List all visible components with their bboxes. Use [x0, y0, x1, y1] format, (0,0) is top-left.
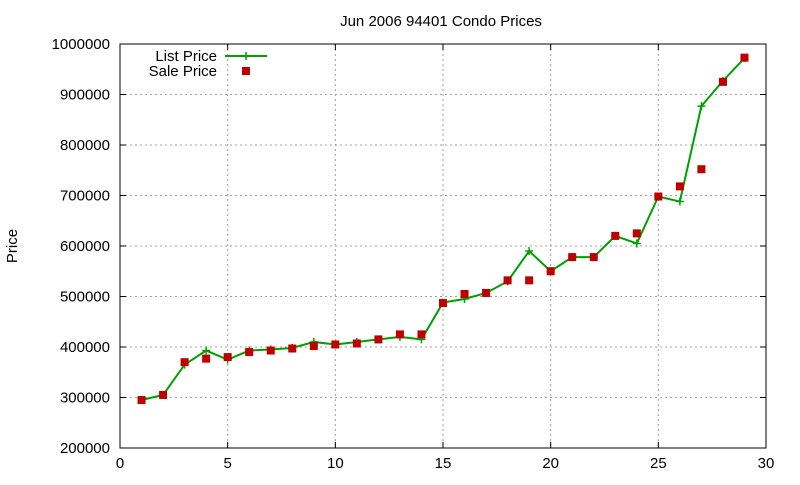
x-tick-label: 0 — [116, 455, 124, 472]
sale-price-point — [460, 289, 469, 298]
list-price-point — [525, 247, 534, 256]
sale-price-point — [159, 390, 168, 399]
y-tick-label: 200000 — [60, 440, 110, 457]
legend-label-sale-price: Sale Price — [149, 63, 217, 80]
x-tick-label: 15 — [435, 455, 452, 472]
sale-price-point — [525, 276, 534, 285]
sale-price-point — [718, 77, 727, 86]
y-tick-label: 300000 — [60, 390, 110, 407]
axis-ticks: 0 5 10 15 20 25 30 200000 300000 400000 500000 6000… — [52, 36, 775, 472]
x-tick-label: 10 — [327, 455, 344, 472]
sale-price-point — [503, 276, 512, 285]
x-tick-label: 25 — [650, 455, 667, 472]
y-tick-label: 600000 — [60, 238, 110, 255]
sale-price-point — [675, 182, 684, 191]
y-tick-label: 700000 — [60, 188, 110, 205]
sale-price-point — [482, 288, 491, 297]
sale-price-point — [589, 253, 598, 262]
y-tick-label: 1000000 — [52, 36, 110, 53]
sale-price-point — [697, 165, 706, 174]
list-price-point — [202, 346, 211, 355]
list-price-point — [697, 102, 706, 111]
x-tick-label: 5 — [223, 455, 231, 472]
x-tick-label: 30 — [758, 455, 775, 472]
sale-price-point — [352, 339, 361, 348]
sale-price-point — [395, 330, 404, 339]
sale-price-point — [288, 344, 297, 353]
sale-price-point — [439, 299, 447, 308]
legend: List Price Sale Price — [149, 48, 267, 80]
sale-price-point — [202, 354, 211, 363]
sale-price-point — [137, 396, 146, 405]
sale-price-point — [632, 229, 641, 238]
sale-price-point — [740, 53, 749, 62]
legend-marker-sale-price — [242, 67, 250, 75]
sale-price-point — [266, 346, 275, 355]
list-price-point — [632, 239, 641, 248]
legend-label-list-price: List Price — [155, 48, 217, 65]
sale-price-point — [568, 253, 577, 262]
series-layer — [137, 53, 749, 405]
sale-price-point — [309, 341, 318, 350]
sale-price-point — [180, 358, 189, 367]
x-tick-label: 20 — [542, 455, 559, 472]
sale-price-point — [611, 231, 620, 240]
y-axis-label: Price — [4, 229, 21, 263]
y-tick-label: 400000 — [60, 339, 110, 356]
sale-price-point — [654, 192, 663, 201]
sale-price-point — [245, 348, 254, 357]
sale-price-point — [417, 330, 426, 339]
sale-price-point — [546, 267, 555, 276]
list-price-point — [675, 197, 684, 206]
y-tick-label: 500000 — [60, 289, 110, 306]
chart-title: Jun 2006 94401 Condo Prices — [340, 13, 542, 30]
grid-lines — [120, 44, 766, 448]
legend-marker-list-price — [242, 52, 250, 60]
sale-price-point — [331, 340, 340, 349]
y-tick-label: 900000 — [60, 87, 110, 104]
y-tick-label: 800000 — [60, 137, 110, 154]
sale-price-point — [374, 335, 383, 344]
sale-price-point — [223, 353, 232, 362]
